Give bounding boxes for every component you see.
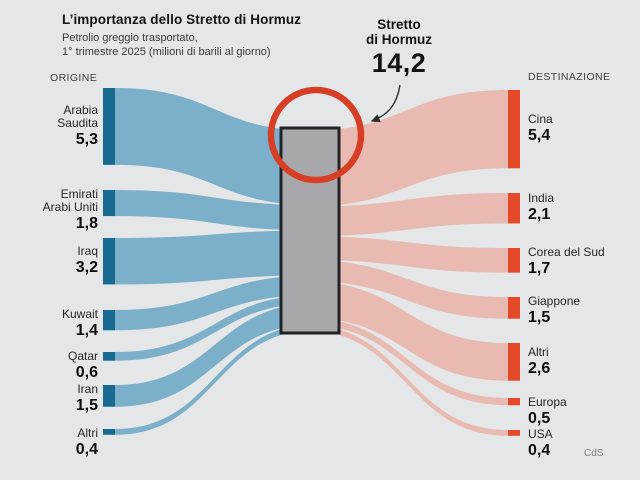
source-credit: CdS (584, 448, 604, 459)
strait-of-hormuz-rect (279, 126, 341, 335)
flow-origin-iran (115, 303, 316, 407)
country-value: 1,5 (528, 309, 551, 326)
node-origin-kuwait (103, 310, 115, 331)
flow-origin-iraq (115, 230, 316, 285)
chart-subtitle-line1: Petrolio greggio trasportato, (62, 32, 198, 44)
country-name: Altri (77, 426, 98, 440)
destination-label-europa: Europa 0,5 (528, 396, 567, 428)
country-name: Europa (528, 395, 567, 409)
country-value: 1,7 (528, 260, 551, 277)
country-value: 0,6 (75, 364, 98, 381)
node-destination-usa (508, 430, 520, 436)
country-value: 0,4 (528, 442, 551, 459)
node-destination-europa (508, 398, 520, 406)
destination-label-altri: Altri 2,6 (528, 344, 551, 378)
country-value: 1,8 (75, 215, 98, 232)
flow-origin-kuwait (115, 275, 316, 331)
node-origin-emirati-arabi-uniti (103, 190, 115, 217)
country-name: Saudita (57, 115, 98, 130)
column-header-origin: ORIGINE (50, 72, 98, 84)
flow-destination-altri (304, 280, 508, 381)
flow-destination-cina (304, 90, 508, 207)
node-origin-iran (103, 385, 115, 407)
destination-label-giappone: Giappone 1,5 (528, 295, 580, 327)
highlight-circle (267, 86, 365, 184)
country-value: 1,5 (75, 397, 98, 414)
flow-destination-giappone (304, 259, 508, 319)
node-destination-india (508, 193, 520, 224)
country-value: 2,6 (528, 359, 551, 377)
column-header-destination: DESTINAZIONE (528, 71, 611, 83)
flow-origin-altri (115, 324, 316, 435)
country-name: Giappone (528, 294, 581, 308)
flow-destination-india (304, 193, 508, 237)
flow-ribbons (115, 88, 508, 436)
node-origin-altri (103, 429, 115, 435)
node-origin-arabia-saudita (103, 88, 115, 165)
node-origin-iraq (103, 238, 115, 285)
node-origin-qatar (103, 352, 115, 361)
node-destination-giappone (508, 297, 520, 319)
flow-origin-arabia-saudita (115, 88, 316, 206)
country-value: 5,4 (528, 127, 551, 145)
node-destination-altri (508, 343, 520, 381)
country-name: Altri (528, 344, 549, 359)
callout-arrow (370, 84, 401, 123)
country-value: 2,1 (528, 206, 551, 224)
origin-label-emirati-arabi-uniti: Emirati Arabi Uniti 1,8 (43, 188, 98, 233)
flow-destination-usa (304, 324, 508, 436)
node-bars (103, 88, 520, 436)
country-value: 1,4 (75, 322, 98, 339)
origin-label-arabia-saudita: Arabia Saudita 5,3 (57, 102, 98, 149)
chart-header: L’importanza dello Stretto di Hormuz Pet… (62, 12, 301, 59)
origin-label-iran: Iran 1,5 (76, 383, 98, 415)
strait-callout: Stretto di Hormuz 14,2 (336, 17, 462, 79)
country-name: Corea del Sud (528, 245, 605, 259)
country-name: Iraq (77, 244, 98, 259)
destination-label-india: India 2,1 (528, 192, 554, 224)
node-destination-corea-del-sud (508, 248, 520, 273)
country-name: USA (528, 427, 553, 441)
chart-subtitle: Petrolio greggio trasportato, 1° trimest… (62, 31, 301, 59)
origin-label-kuwait: Kuwait 1,4 (62, 308, 98, 340)
flow-destination-europa (304, 317, 508, 406)
strait-callout-line1: Stretto (377, 17, 421, 32)
country-name: Emirati (60, 187, 98, 201)
country-name: Arabi Uniti (42, 200, 98, 214)
origin-label-qatar: Qatar 0,6 (68, 350, 98, 382)
strait-callout-line2: di Hormuz (366, 32, 432, 47)
flow-origin-emirati-arabi-uniti (115, 190, 316, 231)
country-value: 0,4 (75, 441, 98, 458)
chart-subtitle-line2: 1° trimestre 2025 (milioni di barili al … (62, 46, 271, 58)
country-value: 0,5 (528, 410, 551, 427)
strait-total-value: 14,2 (371, 48, 427, 78)
country-name: India (528, 191, 555, 206)
country-name: Iran (77, 382, 98, 396)
country-name: Kuwait (61, 307, 98, 321)
country-name: Arabia (63, 102, 98, 117)
node-destination-cina (508, 90, 520, 169)
country-name: Cina (528, 112, 553, 127)
country-value: 3,2 (75, 259, 98, 277)
country-value: 5,3 (75, 130, 98, 148)
chart-title: L’importanza dello Stretto di Hormuz (62, 12, 302, 27)
annotations (267, 84, 401, 184)
country-name: Qatar (67, 349, 98, 363)
flow-origin-qatar (115, 294, 316, 361)
origin-label-iraq: Iraq 3,2 (76, 245, 98, 277)
destination-label-usa: USA 0,4 (528, 428, 553, 460)
destination-label-cina: Cina 5,4 (528, 113, 553, 145)
destination-label-corea-del-sud: Corea del Sud 1,7 (528, 246, 605, 278)
strait-rect (279, 126, 341, 335)
origin-label-altri: Altri 0,4 (76, 427, 98, 459)
flow-destination-corea-del-sud (304, 236, 508, 273)
